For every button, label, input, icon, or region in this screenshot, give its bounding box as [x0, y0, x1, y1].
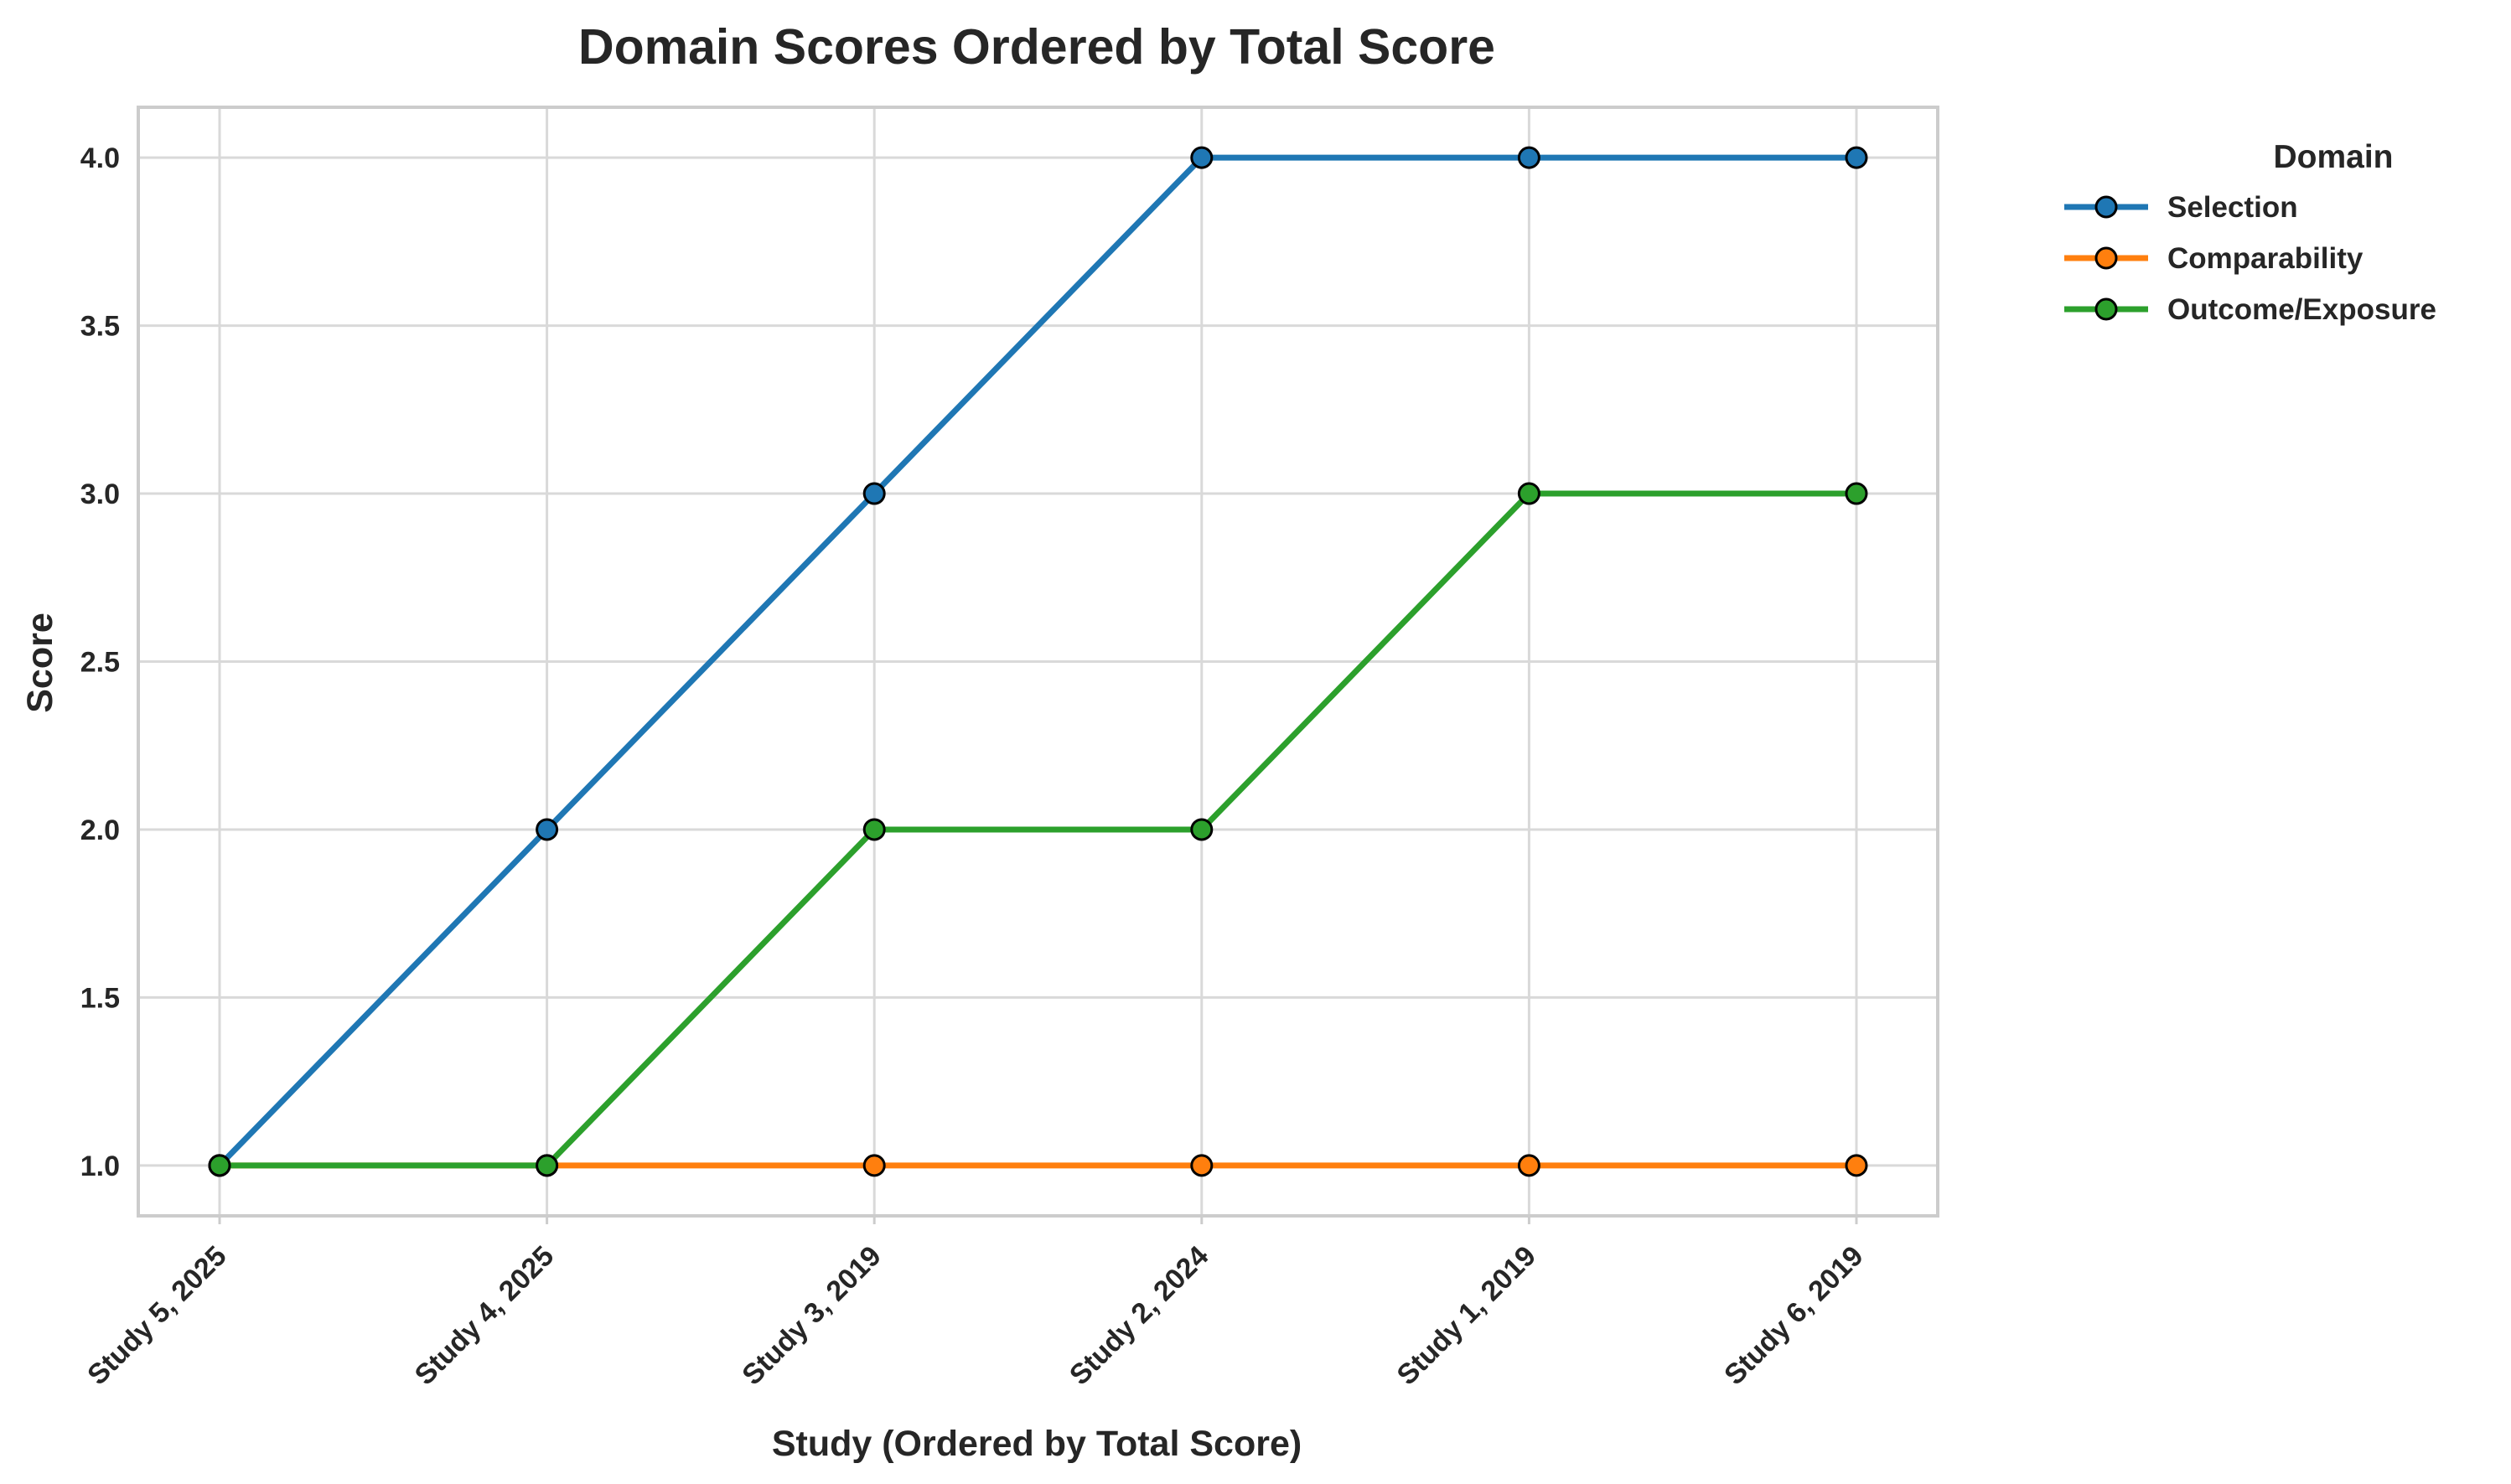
- legend-label: Outcome/Exposure: [2167, 293, 2436, 326]
- legend-marker: [2094, 297, 2118, 321]
- data-point: [536, 1154, 559, 1177]
- y-axis-label: Score: [20, 613, 60, 713]
- legend-marker: [2094, 195, 2118, 219]
- plot-frame: [137, 106, 1939, 1218]
- data-point: [1517, 482, 1540, 505]
- data-point: [1190, 1154, 1214, 1177]
- data-point: [862, 482, 886, 505]
- data-point: [862, 818, 886, 841]
- data-point: [1190, 818, 1214, 841]
- data-point: [536, 818, 559, 841]
- data-point: [1190, 146, 1214, 169]
- data-point: [1845, 482, 1868, 505]
- data-point: [1517, 146, 1540, 169]
- legend-title: Domain: [2273, 139, 2393, 175]
- y-tick-label: 2.5: [80, 647, 120, 679]
- y-tick-label: 4.0: [80, 142, 120, 174]
- x-axis-label: Study (Ordered by Total Score): [772, 1424, 1302, 1464]
- legend-marker: [2094, 246, 2118, 270]
- y-tick-label: 2.0: [80, 814, 120, 846]
- data-point: [208, 1154, 231, 1177]
- chart-title: Domain Scores Ordered by Total Score: [578, 19, 1495, 75]
- y-tick-label: 3.5: [80, 311, 120, 343]
- data-point: [1517, 1154, 1540, 1177]
- legend-label: Comparability: [2167, 242, 2363, 275]
- y-tick-label: 1.5: [80, 982, 120, 1014]
- y-tick-label: 3.0: [80, 478, 120, 510]
- y-tick-label: 1.0: [80, 1150, 120, 1182]
- data-point: [1845, 1154, 1868, 1177]
- legend: Domain Selection Comparability Outcome/Exp…: [2064, 139, 2436, 326]
- legend-label: Selection: [2167, 191, 2298, 224]
- data-point: [1845, 146, 1868, 169]
- series-line: [216, 490, 1860, 1169]
- data-point: [862, 1154, 886, 1177]
- series-line: [216, 154, 1860, 1169]
